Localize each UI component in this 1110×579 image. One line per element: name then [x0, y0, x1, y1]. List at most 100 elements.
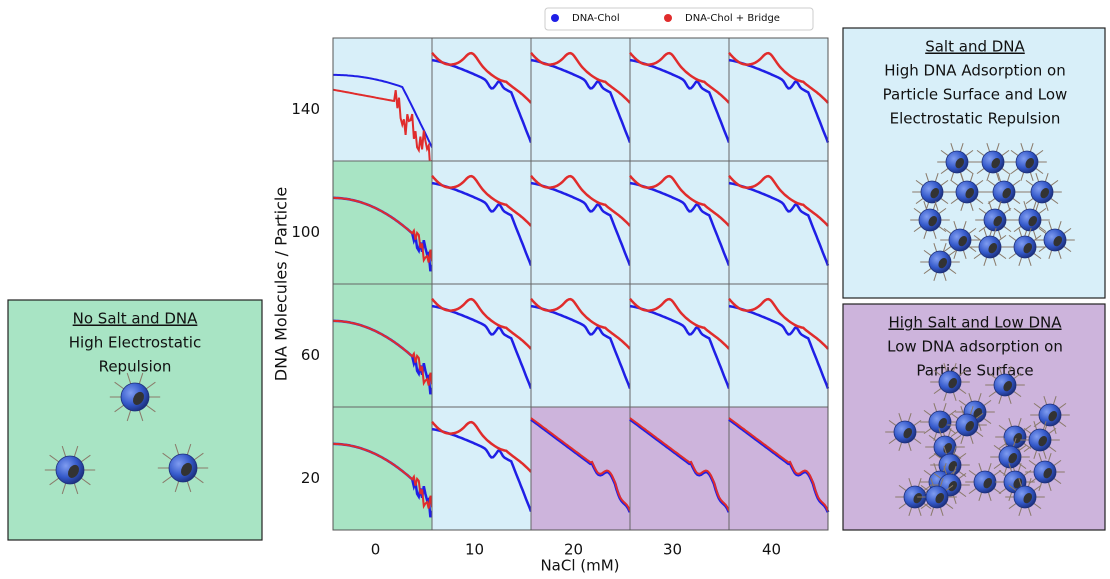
dna-strand	[933, 272, 938, 281]
dna-strand	[943, 466, 948, 475]
cell-curves	[728, 174, 830, 267]
dna-strand	[920, 484, 929, 491]
dna-strand	[942, 272, 947, 281]
curve	[333, 196, 433, 264]
dna-strand	[1033, 484, 1042, 491]
x-tick-label: 30	[663, 541, 682, 559]
cell-curves	[431, 51, 533, 144]
dna-strand	[1029, 172, 1034, 181]
dna-strand	[174, 481, 180, 493]
dna-strand	[1027, 507, 1032, 516]
dna-strand	[1047, 482, 1052, 491]
dna-strand	[1012, 198, 1021, 205]
cell	[728, 283, 829, 408]
dna-strand	[1033, 253, 1042, 260]
dna-strand	[1050, 179, 1059, 186]
cell	[728, 406, 829, 531]
cell	[530, 160, 631, 285]
particle	[1035, 221, 1075, 259]
particle	[44, 445, 96, 495]
dna-strand	[898, 442, 903, 451]
cell-curves	[530, 417, 632, 513]
dna-strand	[1003, 226, 1012, 233]
dna-strand	[969, 173, 974, 182]
dna-strand	[959, 143, 964, 152]
cell-curves	[728, 51, 830, 144]
y-tick-label: 60	[301, 346, 320, 364]
dna-strand	[1008, 484, 1017, 491]
dna-strand	[968, 393, 973, 402]
particle	[1007, 143, 1047, 181]
dna-strand	[1025, 198, 1034, 205]
legend-label: DNA-Chol	[572, 13, 620, 24]
x-tick-label: 10	[465, 541, 484, 559]
dna-strand	[940, 179, 949, 186]
dna-strand	[987, 492, 992, 501]
core	[991, 157, 1001, 169]
dna-strand	[1033, 402, 1042, 409]
core	[928, 215, 938, 227]
dna-strand	[995, 172, 1000, 181]
dna-strand	[933, 403, 938, 412]
dna-strand	[969, 202, 974, 211]
dna-strand	[1023, 427, 1032, 434]
dna-strand	[928, 434, 937, 441]
legend-frame	[544, 7, 814, 31]
dna-strand	[49, 454, 59, 463]
cell	[629, 160, 730, 285]
dna-strand	[975, 198, 984, 205]
dna-strand	[995, 143, 1000, 152]
dna-strand	[960, 173, 965, 182]
dna-strand	[938, 207, 947, 214]
dna-strand	[952, 392, 957, 401]
core	[1038, 435, 1048, 447]
dna-strand	[934, 173, 939, 182]
dna-strand	[126, 410, 132, 422]
cell	[530, 283, 631, 408]
dna-strand	[1018, 478, 1023, 487]
dna-strand	[950, 143, 955, 152]
dna-strand	[965, 168, 974, 175]
cell	[629, 406, 730, 531]
dna-strand	[978, 207, 987, 214]
dna-strand	[923, 249, 932, 256]
y-tick-label: 140	[291, 100, 320, 118]
particle	[109, 372, 161, 422]
dna-strand	[975, 431, 984, 438]
dna-strand	[977, 422, 982, 431]
curve	[530, 51, 631, 104]
dna-strand	[917, 478, 922, 487]
dna-strand	[942, 403, 947, 412]
dna-strand	[138, 372, 144, 384]
dna-strand	[943, 363, 948, 372]
panel-text: Low DNA adsorption on	[887, 338, 1063, 356]
particle	[885, 413, 925, 451]
dna-strand	[1013, 226, 1022, 233]
dna-strand	[49, 477, 59, 486]
particle	[917, 478, 957, 516]
dna-strand	[950, 179, 959, 186]
dna-strand	[950, 198, 959, 205]
dna-strand	[1048, 250, 1053, 259]
particle	[937, 143, 977, 181]
dna-strand	[923, 469, 932, 476]
dna-strand	[942, 243, 947, 252]
dna-strand	[1018, 444, 1027, 451]
dna-strand	[968, 246, 977, 253]
dna-strand	[998, 366, 1003, 375]
x-tick-label: 20	[564, 541, 583, 559]
dna-strand	[1042, 421, 1047, 430]
dna-strand	[930, 507, 935, 516]
dna-strand	[61, 483, 67, 495]
dna-strand	[1044, 173, 1049, 182]
dna-strand	[73, 483, 79, 495]
panel-text: Particle Surface and Low	[883, 86, 1068, 104]
dna-strand	[947, 428, 952, 437]
cell-curves	[530, 174, 632, 267]
panel-title: Salt and DNA	[925, 38, 1025, 56]
dna-strand	[958, 369, 967, 376]
curve	[629, 174, 730, 227]
dna-strand	[1003, 207, 1012, 214]
dna-strand	[952, 363, 957, 372]
